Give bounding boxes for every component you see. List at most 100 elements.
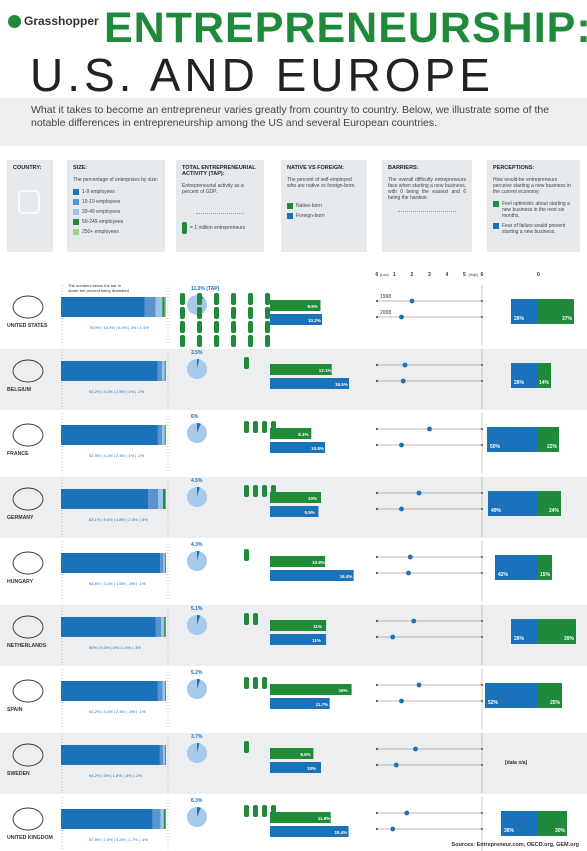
size-bar-segment xyxy=(61,489,148,509)
optimistic-bar xyxy=(537,299,574,324)
person-figure-icon xyxy=(265,321,270,333)
perceptions-header-desc: How would-be entrepreneurs perceive star… xyxy=(493,177,571,195)
country-header: COUNTRY: xyxy=(7,160,53,252)
size-bar-segment xyxy=(61,553,161,573)
person-figure-icon xyxy=(262,485,267,497)
person-figure-icon xyxy=(265,335,270,347)
size-bar-segment xyxy=(163,809,166,829)
size-bar-labels: 92.2% | 4.4% | 2.4% | .8% | .1% xyxy=(89,709,146,714)
optimistic-label: 37% xyxy=(562,316,573,322)
person-figure-icon xyxy=(180,335,185,347)
tea-header-title: TOTAL ENTREPRENEURIAL ACTIVITY (TAP): xyxy=(182,165,256,177)
size-bar-segment xyxy=(61,361,158,381)
person-figure-icon xyxy=(253,421,258,433)
grasshopper-logo-icon xyxy=(8,14,21,28)
barrier-scale-tick: 5 xyxy=(463,272,466,278)
foreign-born-label: 9.5% xyxy=(304,510,314,515)
person-figure-icon xyxy=(180,293,185,305)
foreign-born-bar xyxy=(270,634,327,645)
fear-label: 52% xyxy=(488,700,499,706)
barrier-end-dot xyxy=(376,684,378,686)
foreign-born-bar xyxy=(270,698,330,709)
optimistic-bar xyxy=(537,555,552,580)
barrier-year-label: 1998 xyxy=(380,294,391,300)
tea-pie-slice xyxy=(197,551,200,561)
size-bar-segment xyxy=(164,425,166,445)
size-bar-segment xyxy=(158,489,164,509)
swatch-native xyxy=(287,203,293,209)
barrier-scale-tick: 3 xyxy=(428,272,431,278)
person-figure-icon xyxy=(197,293,202,305)
barrier-value-dot xyxy=(411,618,417,624)
person-figure-icon xyxy=(262,677,267,689)
native-born-bar xyxy=(270,556,326,567)
size-bar-segment xyxy=(164,361,166,381)
person-figure-icon xyxy=(248,321,253,333)
fear-bar xyxy=(501,811,537,836)
optimistic-bar xyxy=(537,619,576,644)
barriers-header: BARRIERS: The overall difficulty entrepr… xyxy=(382,160,472,252)
optimistic-label: 22% xyxy=(547,444,558,450)
foreign-born-label: 15.4% xyxy=(335,830,348,835)
tea-pie-slice xyxy=(197,807,201,817)
foreign-born-bar xyxy=(270,506,319,517)
country-name: HUNGARY xyxy=(7,579,34,585)
tea-pie-slice xyxy=(197,615,201,625)
fear-label: 26% xyxy=(514,380,525,386)
foreign-born-label: 10.2% xyxy=(308,318,321,323)
barrier-value-dot xyxy=(399,314,404,320)
country-name: FRANCE xyxy=(7,451,29,457)
fear-bar xyxy=(488,491,537,516)
size-legend-label: 250+ employees xyxy=(82,229,119,235)
native-born-label: 11.9% xyxy=(318,816,331,821)
barrier-value-dot xyxy=(399,442,404,448)
native-born-bar xyxy=(270,812,331,823)
size-header: SIZE: The percentage of enterprises by s… xyxy=(67,160,165,252)
size-bar-labels: 90% | 5.3% | 3% | 1.4% | .3% xyxy=(89,645,141,650)
foreign-born-bar xyxy=(270,314,323,325)
native-born-label: 16% xyxy=(339,688,348,693)
barrier-end-dot xyxy=(376,572,378,574)
size-bar-segment xyxy=(155,617,162,637)
size-bar-labels: 94.2% | 3% | 1.8% | .8% | .2% xyxy=(89,773,143,778)
swatch-foreign xyxy=(287,213,293,219)
person-figure-icon xyxy=(262,805,267,817)
barrier-value-dot xyxy=(406,570,411,576)
fear-bar xyxy=(485,683,537,708)
foreign-born-bar xyxy=(270,826,349,837)
foreign-born-label: 15.5% xyxy=(335,382,348,387)
size-bar-labels: 94.4% | 3.1% | 1.6% | .8% | .1% xyxy=(89,581,146,586)
country-name: GERMANY xyxy=(7,515,34,521)
native-born-bar xyxy=(270,428,312,439)
barriers-header-title: BARRIERS: xyxy=(388,165,419,171)
person-figure-icon xyxy=(253,805,258,817)
country-map-icon xyxy=(12,679,44,703)
country-map-icon xyxy=(12,551,44,575)
barrier-end-dot xyxy=(376,492,378,494)
barrier-value-dot xyxy=(390,634,396,640)
size-bar-labels: 83.1% | 9.6% | 4.8% | 2.3% | .5% xyxy=(89,517,148,522)
native-born-bar xyxy=(270,684,352,695)
barrier-scale-tick: 1 xyxy=(393,272,396,278)
person-figure-icon xyxy=(214,335,219,347)
fear-label: 36% xyxy=(504,828,515,834)
country-map-icon xyxy=(12,295,44,319)
optimistic-bar xyxy=(537,427,559,452)
size-bar-segment xyxy=(162,681,166,701)
size-bar-segment xyxy=(155,297,163,317)
country-name: UNITED KINGDOM xyxy=(7,835,53,841)
barrier-end-dot xyxy=(376,508,378,510)
person-icon xyxy=(182,222,187,234)
foreign-born-bar xyxy=(270,762,321,773)
barrier-end-dot xyxy=(376,700,378,702)
size-bar-segment xyxy=(157,681,163,701)
person-figure-icon xyxy=(214,293,219,305)
size-bar-segment xyxy=(161,617,165,637)
person-figure-icon xyxy=(253,485,258,497)
tea-value-label: 3.5% xyxy=(191,350,203,356)
barrier-value-dot xyxy=(399,698,404,704)
barrier-value-dot xyxy=(390,826,396,832)
barrier-scale-tick: 6 xyxy=(481,272,484,278)
optimistic-label: 39% xyxy=(564,636,575,642)
barrier-end-dot xyxy=(376,748,378,750)
